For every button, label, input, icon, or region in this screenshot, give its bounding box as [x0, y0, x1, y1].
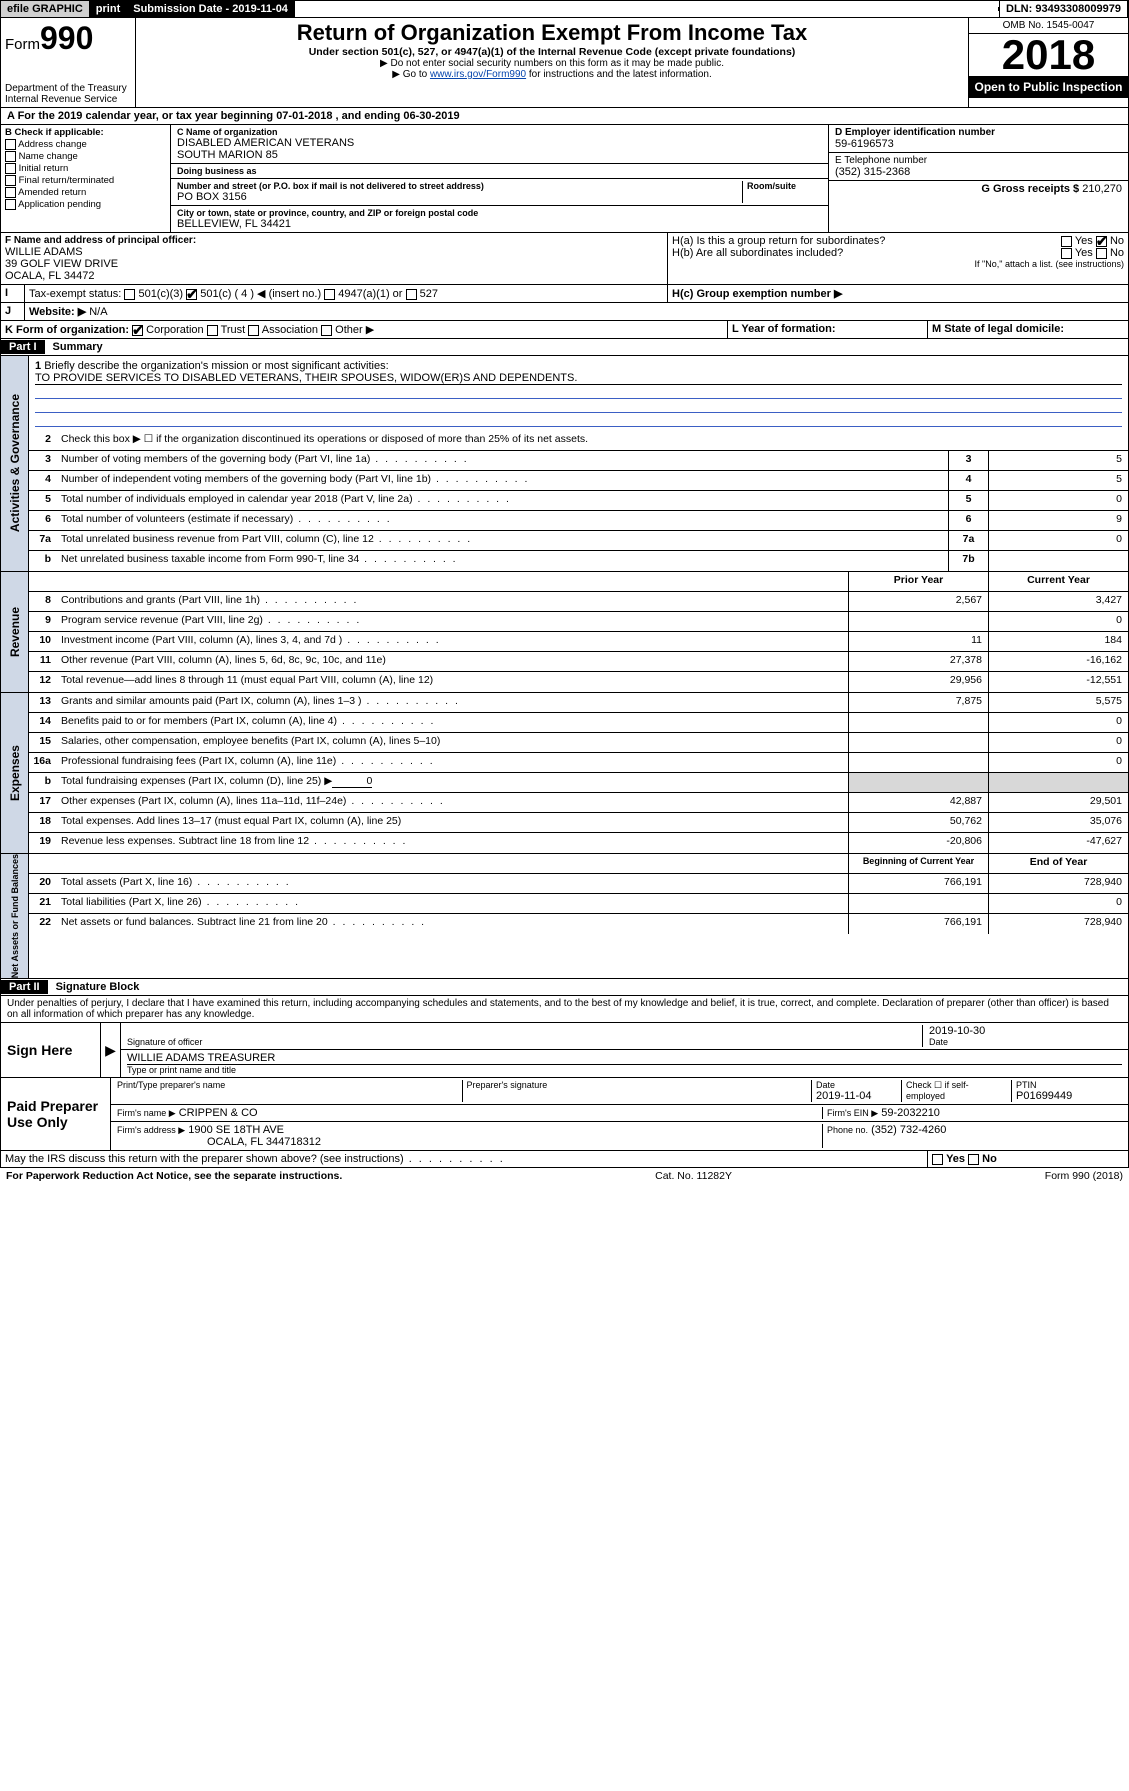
entity-block: B Check if applicable: Address change Na… — [0, 125, 1129, 233]
tab-governance: Activities & Governance — [8, 394, 22, 532]
officer-addr2: OCALA, FL 34472 — [5, 270, 663, 282]
dln-label: DLN: 93493308009979 — [999, 1, 1128, 17]
chk-name-change[interactable]: Name change — [5, 151, 166, 162]
room-label: Room/suite — [747, 181, 822, 191]
form-subtitle: Under section 501(c), 527, or 4947(a)(1)… — [142, 46, 962, 58]
officer-addr1: 39 GOLF VIEW DRIVE — [5, 258, 663, 270]
officer-block: F Name and address of principal officer:… — [0, 233, 1129, 285]
sign-here-section: Sign Here ▶ Signature of officer 2019-10… — [0, 1023, 1129, 1078]
tab-netassets: Net Assets or Fund Balances — [10, 854, 20, 978]
tax-period: A For the 2019 calendar year, or tax yea… — [0, 108, 1129, 125]
paid-preparer-section: Paid Preparer Use Only Print/Type prepar… — [0, 1078, 1129, 1151]
open-inspection: Open to Public Inspection — [969, 76, 1128, 98]
ein-label: D Employer identification number — [835, 127, 1122, 138]
boxB-label: B Check if applicable: — [5, 127, 166, 138]
top-toolbar: efile GRAPHIC print Submission Date - 20… — [0, 0, 1129, 18]
phone-value: (352) 315-2368 — [835, 166, 1122, 178]
netassets-section: Net Assets or Fund Balances Beginning of… — [0, 854, 1129, 979]
print-button[interactable]: print — [90, 1, 127, 17]
addr-value: PO BOX 3156 — [177, 191, 742, 203]
page-footer: For Paperwork Reduction Act Notice, see … — [0, 1168, 1129, 1184]
submission-date: Submission Date - 2019-11-04 — [127, 1, 295, 17]
officer-name: WILLIE ADAMS — [5, 246, 663, 258]
h-b-note: If "No," attach a list. (see instruction… — [672, 259, 1124, 269]
form-header: Form990 Department of the Treasury Inter… — [0, 18, 1129, 108]
note-ssn: ▶ Do not enter social security numbers o… — [142, 58, 962, 69]
website-row: J Website: ▶ N/A — [0, 303, 1129, 321]
form-org-row: K Form of organization: Corporation Trus… — [0, 321, 1129, 339]
chk-initial-return[interactable]: Initial return — [5, 163, 166, 174]
addr-label: Number and street (or P.O. box if mail i… — [177, 181, 742, 191]
part1-header: Part I Summary — [0, 339, 1129, 356]
gross-label: G Gross receipts $ — [981, 183, 1079, 195]
city-value: BELLEVIEW, FL 34421 — [177, 218, 822, 230]
arrow-icon: ▶ — [105, 1042, 116, 1059]
h-a: H(a) Is this a group return for subordin… — [672, 235, 1124, 247]
governance-section: Activities & Governance 1 Briefly descri… — [0, 356, 1129, 572]
gross-value: 210,270 — [1082, 183, 1122, 195]
h-c: H(c) Group exemption number ▶ — [672, 288, 842, 300]
chk-address-change[interactable]: Address change — [5, 139, 166, 150]
city-label: City or town, state or province, country… — [177, 208, 822, 218]
part2-header: Part II Signature Block — [0, 979, 1129, 996]
irs-link[interactable]: www.irs.gov/Form990 — [430, 69, 526, 80]
ein-value: 59-6196573 — [835, 138, 1122, 150]
expenses-section: Expenses 13Grants and similar amounts pa… — [0, 693, 1129, 854]
tab-expenses: Expenses — [8, 745, 22, 801]
note-link: ▶ Go to www.irs.gov/Form990 for instruct… — [142, 69, 962, 80]
form-number: Form990 — [5, 20, 131, 57]
dept-label: Department of the Treasury Internal Reve… — [5, 83, 131, 105]
chk-amended[interactable]: Amended return — [5, 187, 166, 198]
tax-status-row: I Tax-exempt status: 501(c)(3) 501(c) ( … — [0, 285, 1129, 303]
org-name-label: C Name of organization — [177, 127, 822, 137]
tax-year: 2018 — [969, 34, 1128, 76]
chk-final-return[interactable]: Final return/terminated — [5, 175, 166, 186]
dba-label: Doing business as — [177, 166, 822, 176]
revenue-section: Revenue Prior YearCurrent Year 8Contribu… — [0, 572, 1129, 693]
org-name: DISABLED AMERICAN VETERANS SOUTH MARION … — [177, 137, 822, 161]
mission-text: TO PROVIDE SERVICES TO DISABLED VETERANS… — [35, 372, 1122, 385]
chk-application-pending[interactable]: Application pending — [5, 199, 166, 210]
perjury-text: Under penalties of perjury, I declare th… — [0, 996, 1129, 1023]
h-b: H(b) Are all subordinates included? Yes … — [672, 247, 1124, 259]
tab-revenue: Revenue — [8, 607, 22, 657]
phone-label: E Telephone number — [835, 155, 1122, 166]
form-title: Return of Organization Exempt From Incom… — [142, 20, 962, 46]
officer-label: F Name and address of principal officer: — [5, 235, 663, 246]
efile-label: efile GRAPHIC — [1, 1, 90, 17]
discuss-row: May the IRS discuss this return with the… — [0, 1151, 1129, 1168]
